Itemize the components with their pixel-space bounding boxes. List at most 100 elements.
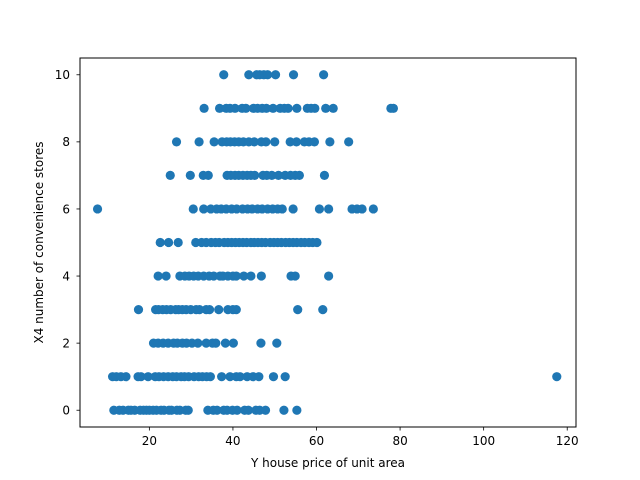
scatter-point xyxy=(136,372,146,382)
scatter-point xyxy=(310,103,320,113)
scatter-point xyxy=(319,170,330,181)
scatter-point xyxy=(188,204,198,214)
scatter-point xyxy=(270,137,280,147)
scatter-point xyxy=(273,170,284,181)
scatter-point xyxy=(153,271,163,281)
scatter-point xyxy=(243,405,253,415)
scatter-point xyxy=(357,204,367,214)
scatter-point xyxy=(288,70,299,80)
scatter-point xyxy=(171,137,182,147)
x-tick-label: 40 xyxy=(225,434,240,448)
scatter-point xyxy=(325,137,335,147)
plot-frame xyxy=(79,57,577,428)
scatter-point xyxy=(199,103,209,113)
scatter-point xyxy=(309,137,320,147)
scatter-point xyxy=(235,372,245,382)
scatter-point xyxy=(552,372,562,382)
data-points xyxy=(92,70,562,415)
scatter-point xyxy=(279,405,289,415)
y-axis-label: X4 number of convenience stores xyxy=(32,141,46,343)
scatter-point xyxy=(261,103,271,113)
scatter-point xyxy=(231,271,241,281)
scatter-point xyxy=(155,237,165,248)
scatter-point xyxy=(232,405,242,415)
scatter-point xyxy=(294,170,304,181)
scatter-point xyxy=(288,204,298,214)
scatter-point xyxy=(228,338,238,348)
x-tick-label: 20 xyxy=(142,434,157,448)
scatter-point xyxy=(161,271,171,281)
scatter-point xyxy=(292,103,302,113)
scatter-point xyxy=(314,204,325,214)
scatter-point xyxy=(263,70,273,80)
x-tick-label: 60 xyxy=(309,434,324,448)
scatter-point xyxy=(267,170,277,181)
scatter-point xyxy=(272,338,282,348)
scatter-point xyxy=(312,237,322,248)
scatter-point xyxy=(220,338,231,348)
x-tick-label: 100 xyxy=(472,434,495,448)
scatter-point xyxy=(173,237,183,248)
scatter-point xyxy=(143,372,153,382)
scatter-point xyxy=(246,271,256,281)
scatter-point xyxy=(321,103,331,113)
scatter-point xyxy=(209,137,219,147)
scatter-point xyxy=(293,304,303,315)
scatter-point xyxy=(199,204,209,214)
scatter-point xyxy=(328,103,338,113)
scatter-point xyxy=(292,405,302,415)
scatter-point xyxy=(261,137,271,147)
scatter-point xyxy=(163,237,174,248)
scatter-point xyxy=(193,338,203,348)
y-tick-label: 4 xyxy=(62,269,70,283)
scatter-point xyxy=(219,70,229,80)
x-tick-label: 120 xyxy=(556,434,579,448)
scatter-point xyxy=(256,338,266,348)
scatter-point xyxy=(268,103,278,113)
scatter-point xyxy=(214,304,224,315)
scatter-point xyxy=(241,103,251,113)
scatter-point xyxy=(203,170,213,181)
scatter-point xyxy=(260,405,271,415)
scatter-point xyxy=(239,271,249,281)
scatter-point xyxy=(230,103,240,113)
scatter-point xyxy=(290,271,300,281)
scatter-point xyxy=(324,204,334,214)
y-tick-label: 2 xyxy=(62,336,70,350)
scatter-point xyxy=(324,271,334,281)
scatter-point xyxy=(244,70,254,80)
scatter-point xyxy=(212,405,222,415)
scatter-point xyxy=(277,204,287,214)
scatter-point xyxy=(204,304,215,315)
scatter-point xyxy=(250,170,260,181)
scatter-point xyxy=(280,372,290,382)
scatter-point xyxy=(291,137,302,147)
scatter-point xyxy=(92,204,103,214)
scatter-point xyxy=(368,204,378,214)
scatter-point xyxy=(270,70,281,80)
scatter-point xyxy=(165,170,175,181)
scatter-point xyxy=(214,103,225,113)
y-tick-label: 10 xyxy=(55,68,70,82)
scatter-point xyxy=(388,103,398,113)
x-axis-label: Y house price of unit area xyxy=(250,456,405,470)
scatter-point xyxy=(268,372,279,382)
scatter-point xyxy=(217,372,227,382)
scatter-point xyxy=(344,137,354,147)
scatter-point xyxy=(318,304,328,315)
scatter-point xyxy=(133,304,144,315)
scatter-point xyxy=(231,304,241,315)
scatter-point xyxy=(256,271,266,281)
scatter-point xyxy=(121,372,131,382)
scatter-point xyxy=(194,137,204,147)
y-axis-ticks: 0 2 4 6 8 10 xyxy=(55,68,80,418)
x-axis-ticks: 20 40 60 80 100 120 xyxy=(142,427,579,448)
scatter-point xyxy=(211,338,221,348)
scatter-point xyxy=(183,405,193,415)
y-tick-label: 8 xyxy=(62,135,70,149)
scatter-point xyxy=(205,372,215,382)
y-tick-label: 0 xyxy=(62,404,70,418)
scatter-point xyxy=(194,304,205,315)
